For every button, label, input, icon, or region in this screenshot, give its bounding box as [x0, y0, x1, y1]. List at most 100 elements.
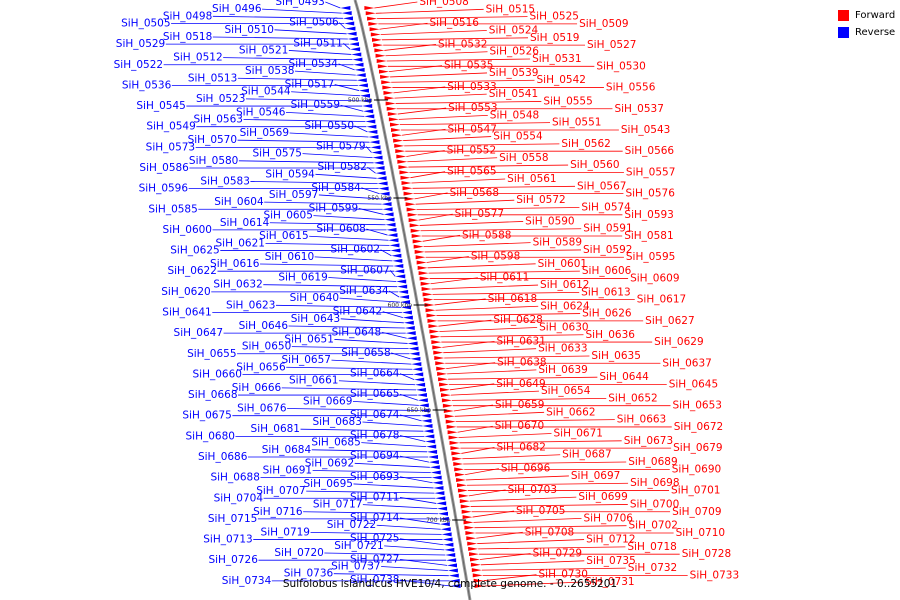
gene-label[interactable]: SiH_0589	[533, 237, 582, 249]
gene-label[interactable]: SiH_0679	[673, 442, 722, 454]
gene-label[interactable]: SiH_0613	[581, 286, 630, 298]
gene-label[interactable]: SiH_0626	[582, 308, 632, 320]
gene-label[interactable]: SiH_0692	[305, 457, 354, 469]
gene-label[interactable]: SiH_0582	[317, 161, 366, 173]
gene-label[interactable]: SiH_0588	[462, 229, 511, 241]
gene-label[interactable]: SiH_0694	[350, 450, 400, 462]
gene-label[interactable]: SiH_0683	[312, 416, 361, 428]
gene-label[interactable]: SiH_0669	[303, 395, 352, 407]
gene-label[interactable]: SiH_0636	[586, 329, 636, 341]
gene-label[interactable]: SiH_0549	[146, 121, 195, 133]
gene-label[interactable]: SiH_0568	[450, 187, 499, 199]
gene-label[interactable]: SiH_0506	[289, 17, 339, 29]
gene-label[interactable]: SiH_0610	[265, 251, 314, 263]
gene-label[interactable]: SiH_0703	[508, 484, 557, 496]
gene-label[interactable]: SiH_0593	[624, 209, 673, 221]
gene-label[interactable]: SiH_0631	[496, 335, 545, 347]
gene-label[interactable]: SiH_0676	[237, 403, 287, 415]
gene-label[interactable]: SiH_0707	[256, 485, 305, 497]
gene-label[interactable]: SiH_0700	[630, 498, 679, 510]
gene-label[interactable]: SiH_0576	[625, 188, 675, 200]
gene-label[interactable]: SiH_0526	[490, 46, 540, 58]
gene-label[interactable]: SiH_0558	[499, 152, 548, 164]
gene-label[interactable]: SiH_0728	[682, 548, 731, 560]
gene-label[interactable]: SiH_0535	[444, 60, 493, 72]
gene-label[interactable]: SiH_0639	[538, 364, 587, 376]
gene-label[interactable]: SiH_0736	[284, 568, 334, 580]
gene-label[interactable]: SiH_0600	[163, 224, 212, 236]
gene-label[interactable]: SiH_0682	[496, 441, 545, 453]
gene-label[interactable]: SiH_0715	[208, 513, 257, 525]
gene-label[interactable]: SiH_0721	[334, 540, 383, 552]
gene-label[interactable]: SiH_0686	[198, 451, 248, 463]
gene-label[interactable]: SiH_0655	[187, 348, 236, 360]
gene-label[interactable]: SiH_0529	[116, 38, 165, 50]
gene-label[interactable]: SiH_0668	[188, 389, 237, 401]
gene-label[interactable]: SiH_0547	[447, 123, 496, 135]
gene-label[interactable]: SiH_0614	[220, 217, 270, 229]
gene-label[interactable]: SiH_0611	[480, 272, 529, 284]
gene-label[interactable]: SiH_0548	[490, 109, 539, 121]
gene-label[interactable]: SiH_0651	[284, 333, 333, 345]
gene-label[interactable]: SiH_0706	[584, 512, 634, 524]
gene-label[interactable]: SiH_0534	[289, 58, 339, 70]
gene-label[interactable]: SiH_0691	[263, 464, 312, 476]
gene-label[interactable]: SiH_0598	[471, 251, 520, 263]
gene-label[interactable]: SiH_0731	[585, 576, 634, 588]
gene-label[interactable]: SiH_0539	[489, 67, 538, 79]
gene-label[interactable]: SiH_0738	[350, 574, 399, 586]
gene-label[interactable]: SiH_0699	[578, 491, 627, 503]
gene-label[interactable]: SiH_0602	[331, 244, 380, 256]
gene-label[interactable]: SiH_0597	[269, 189, 318, 201]
gene-label[interactable]: SiH_0575	[253, 148, 302, 160]
gene-label[interactable]: SiH_0659	[495, 399, 544, 411]
gene-label[interactable]: SiH_0521	[239, 44, 288, 56]
gene-label[interactable]: SiH_0643	[291, 313, 340, 325]
gene-label[interactable]: SiH_0496	[212, 3, 262, 15]
gene-label[interactable]: SiH_0605	[263, 210, 312, 222]
gene-label[interactable]: SiH_0562	[561, 138, 610, 150]
gene-label[interactable]: SiH_0560	[570, 159, 619, 171]
gene-label[interactable]: SiH_0554	[493, 131, 543, 143]
gene-label[interactable]: SiH_0543	[621, 124, 670, 136]
gene-label[interactable]: SiH_0513	[188, 72, 237, 84]
gene-label[interactable]: SiH_0689	[628, 456, 677, 468]
gene-label[interactable]: SiH_0662	[546, 406, 595, 418]
gene-label[interactable]: SiH_0633	[538, 343, 587, 355]
gene-label[interactable]: SiH_0581	[624, 230, 673, 242]
gene-label[interactable]: SiH_0604	[214, 196, 264, 208]
gene-label[interactable]: SiH_0525	[529, 11, 578, 23]
gene-label[interactable]: SiH_0672	[674, 421, 723, 433]
gene-label[interactable]: SiH_0628	[493, 314, 542, 326]
gene-label[interactable]: SiH_0620	[161, 286, 210, 298]
gene-label[interactable]: SiH_0690	[672, 463, 721, 475]
gene-label[interactable]: SiH_0711	[350, 491, 399, 503]
gene-label[interactable]: SiH_0561	[507, 173, 556, 185]
gene-label[interactable]: SiH_0615	[259, 230, 308, 242]
gene-label[interactable]: SiH_0619	[278, 272, 327, 284]
gene-label[interactable]: SiH_0652	[608, 392, 657, 404]
gene-label[interactable]: SiH_0544	[241, 86, 291, 98]
gene-label[interactable]: SiH_0632	[213, 279, 262, 291]
gene-label[interactable]: SiH_0557	[626, 166, 675, 178]
gene-label[interactable]: SiH_0601	[538, 258, 587, 270]
gene-label[interactable]: SiH_0732	[628, 562, 677, 574]
gene-label[interactable]: SiH_0536	[122, 79, 172, 91]
gene-label[interactable]: SiH_0708	[525, 526, 574, 538]
gene-label[interactable]: SiH_0519	[530, 32, 579, 44]
gene-label[interactable]: SiH_0591	[583, 223, 632, 235]
gene-label[interactable]: SiH_0565	[447, 166, 496, 178]
gene-label[interactable]: SiH_0493	[275, 0, 324, 8]
gene-label[interactable]: SiH_0616	[210, 258, 260, 270]
gene-label[interactable]: SiH_0511	[293, 37, 342, 49]
gene-label[interactable]: SiH_0505	[121, 17, 170, 29]
gene-label[interactable]: SiH_0584	[311, 182, 361, 194]
gene-label[interactable]: SiH_0637	[662, 357, 711, 369]
gene-label[interactable]: SiH_0644	[599, 371, 649, 383]
gene-label[interactable]: SiH_0687	[562, 449, 611, 461]
gene-label[interactable]: SiH_0634	[339, 285, 389, 297]
gene-label[interactable]: SiH_0722	[327, 519, 376, 531]
gene-label[interactable]: SiH_0545	[136, 100, 185, 112]
gene-label[interactable]: SiH_0670	[495, 420, 544, 432]
gene-label[interactable]: SiH_0696	[501, 463, 551, 475]
